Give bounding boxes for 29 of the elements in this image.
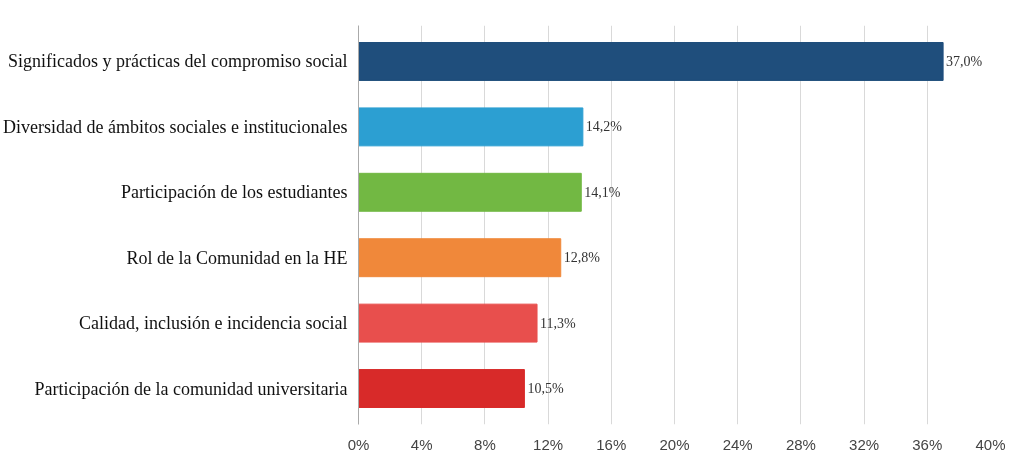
data-label: 11,3% bbox=[540, 315, 577, 331]
x-tick-label: 24% bbox=[722, 435, 753, 453]
y-tick-label: Rol de la Comunidad en la HE bbox=[126, 247, 348, 268]
x-tick-label: 40% bbox=[975, 435, 1006, 453]
bar bbox=[358, 107, 584, 147]
bar bbox=[358, 369, 525, 408]
x-tick-label: 4% bbox=[410, 435, 433, 453]
data-label: 14,1% bbox=[584, 184, 621, 200]
data-label: 10,5% bbox=[527, 381, 564, 397]
x-tick-label: 36% bbox=[912, 435, 943, 453]
bar bbox=[358, 172, 582, 212]
x-tick-label: 28% bbox=[785, 435, 816, 453]
x-tick-label: 20% bbox=[659, 435, 690, 453]
y-tick-label: Participación de la comunidad universitaria bbox=[34, 378, 348, 399]
data-label: 12,8% bbox=[563, 250, 601, 266]
x-tick-label: 32% bbox=[849, 435, 880, 453]
x-tick-label: 16% bbox=[596, 435, 627, 453]
bar bbox=[358, 303, 538, 343]
y-tick-label: Participación de los estudiantes bbox=[121, 182, 348, 203]
x-tick-label: 0% bbox=[347, 435, 370, 453]
data-label: 14,2% bbox=[585, 119, 623, 135]
data-label: 37,0% bbox=[946, 53, 983, 69]
y-tick-label: Significados y prácticas del compromiso social bbox=[8, 51, 348, 72]
y-tick-label: Calidad, inclusión e incidencia social bbox=[79, 313, 348, 334]
bar bbox=[358, 238, 562, 278]
x-tick-label: 12% bbox=[533, 435, 564, 453]
x-tick-label: 8% bbox=[474, 435, 496, 453]
y-tick-label: Diversidad de ámbitos sociales e institucionales bbox=[3, 116, 348, 137]
bar bbox=[358, 42, 944, 81]
